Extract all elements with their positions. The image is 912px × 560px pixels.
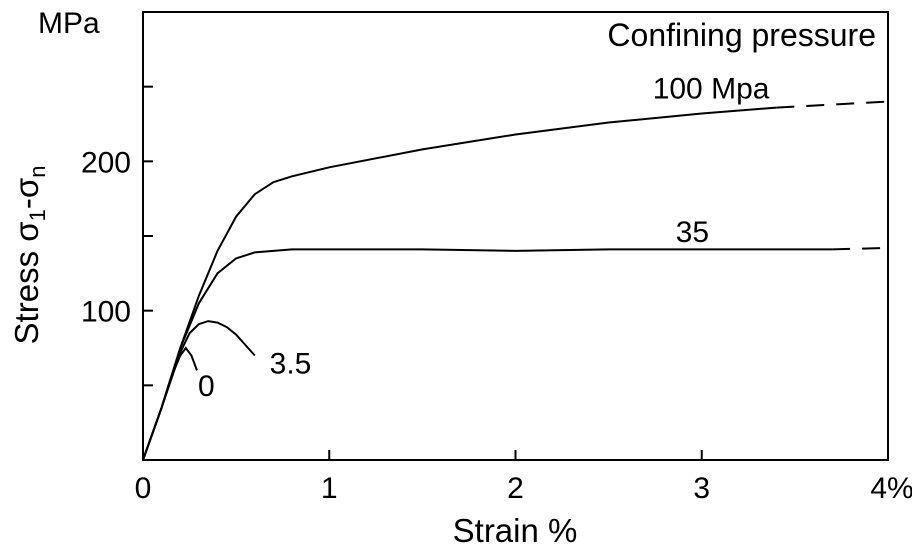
y-axis-title-mid: -σ [8, 178, 45, 209]
y-axis-title-base: Stress σ [8, 221, 45, 344]
x-tick-label-3: 3 [693, 472, 710, 505]
y-tick-label-3: 200 [81, 146, 131, 179]
plot-frame [142, 11, 889, 461]
curve-100-mpa-extrapolated [776, 100, 889, 109]
y-unit-label: MPa [38, 7, 100, 40]
legend-title: Confining pressure [607, 17, 876, 53]
curves [142, 100, 889, 461]
curve-3-5-label: 3.5 [270, 347, 312, 380]
curve-100-mpa-label: 100 Mpa [653, 73, 770, 106]
y-axis-title: Stress σ1-σn [8, 166, 50, 345]
curve-35-extrapolated [832, 246, 889, 251]
y-tick-label-1: 100 [81, 296, 131, 329]
axis-ticks [142, 85, 889, 460]
x-tick-label-2: 2 [507, 472, 524, 505]
x-axis-title: Strain % [453, 512, 578, 549]
curve-35 [142, 248, 833, 461]
x-tick-label-4: 4% [870, 472, 912, 505]
curve-35-label: 35 [676, 216, 709, 249]
x-tick-label-1: 1 [321, 472, 338, 505]
y-axis-title-sub2: n [25, 166, 50, 178]
curve-0-label: 0 [198, 370, 215, 403]
y-axis-title-sub1: 1 [25, 209, 50, 221]
curve-0 [142, 346, 198, 461]
labels: 0 1 2 3 4% 100 200 100 Mpa 35 3.5 0 [81, 73, 912, 505]
curve-100-mpa [142, 106, 777, 461]
x-tick-label-0: 0 [135, 472, 152, 505]
